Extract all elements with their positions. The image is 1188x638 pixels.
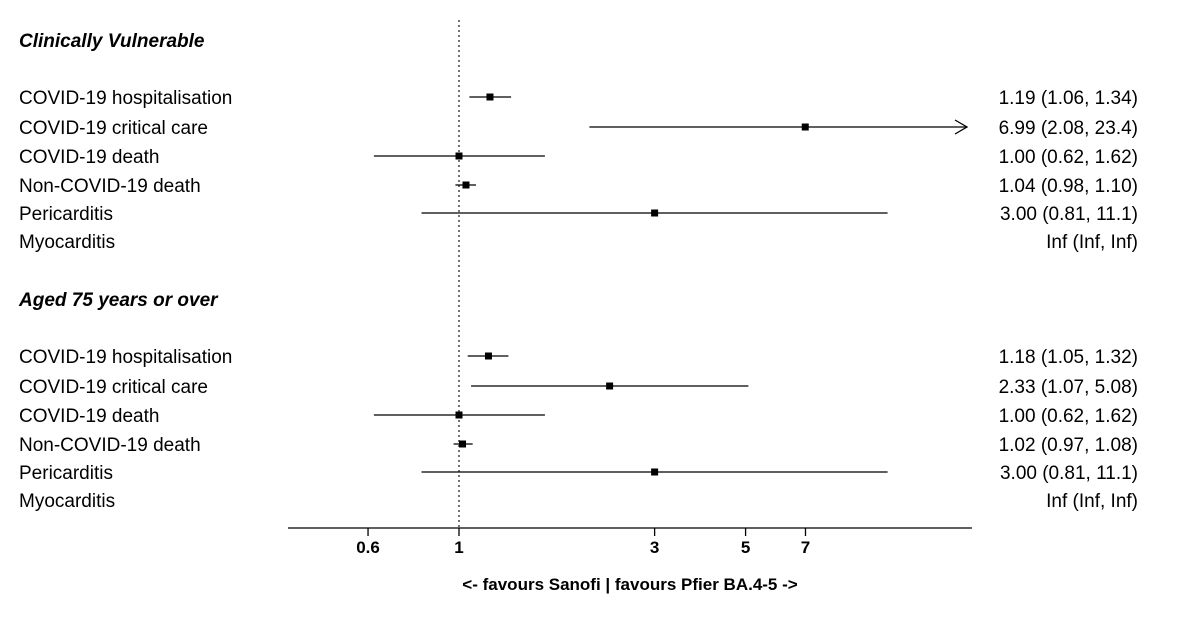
estimate-text: Inf (Inf, Inf) — [1046, 232, 1138, 253]
point-estimate — [484, 352, 492, 360]
estimate-text: 1.18 (1.05, 1.32) — [999, 347, 1138, 368]
row-label: COVID-19 critical care — [19, 118, 208, 139]
estimate-text: 3.00 (0.81, 11.1) — [1000, 204, 1138, 225]
estimate-text: Inf (Inf, Inf) — [1046, 491, 1138, 512]
row-label: COVID-19 critical care — [19, 377, 208, 398]
row-label: COVID-19 death — [19, 147, 159, 168]
row-label: Non-COVID-19 death — [19, 435, 201, 456]
group-title: Clinically Vulnerable — [19, 31, 205, 52]
x-tick-label: 3 — [650, 538, 659, 557]
point-estimate — [462, 181, 470, 189]
estimate-text: 2.33 (1.07, 5.08) — [999, 377, 1138, 398]
x-axis-label: <- favours Sanofi | favours Pfier BA.4-5… — [462, 575, 797, 594]
estimate-text: 1.02 (0.97, 1.08) — [999, 435, 1138, 456]
row-label: Pericarditis — [19, 463, 113, 484]
point-estimate — [455, 411, 463, 419]
estimate-text: 1.04 (0.98, 1.10) — [999, 176, 1138, 197]
row-label: Pericarditis — [19, 204, 113, 225]
x-tick-label: 7 — [801, 538, 810, 557]
x-tick-label: 5 — [741, 538, 750, 557]
row-label: Non-COVID-19 death — [19, 176, 201, 197]
estimate-text: 1.00 (0.62, 1.62) — [999, 406, 1138, 427]
estimate-text: 1.19 (1.06, 1.34) — [999, 88, 1138, 109]
point-estimate — [455, 152, 463, 160]
estimate-text: 3.00 (0.81, 11.1) — [1000, 463, 1138, 484]
point-estimate — [459, 440, 467, 448]
group-title: Aged 75 years or over — [18, 290, 219, 311]
x-tick-label: 1 — [454, 538, 463, 557]
point-estimate — [606, 382, 614, 390]
estimate-text: 1.00 (0.62, 1.62) — [999, 147, 1138, 168]
x-tick-label: 0.6 — [356, 538, 380, 557]
row-label: COVID-19 hospitalisation — [19, 347, 232, 368]
estimate-text: 6.99 (2.08, 23.4) — [999, 118, 1138, 139]
row-label: COVID-19 death — [19, 406, 159, 427]
row-label: Myocarditis — [19, 491, 115, 512]
ci-arrow — [954, 119, 969, 135]
point-estimate — [651, 209, 659, 217]
point-estimate — [801, 123, 809, 131]
row-label: Myocarditis — [19, 232, 115, 253]
point-estimate — [651, 468, 659, 476]
row-label: COVID-19 hospitalisation — [19, 88, 232, 109]
point-estimate — [486, 93, 494, 101]
